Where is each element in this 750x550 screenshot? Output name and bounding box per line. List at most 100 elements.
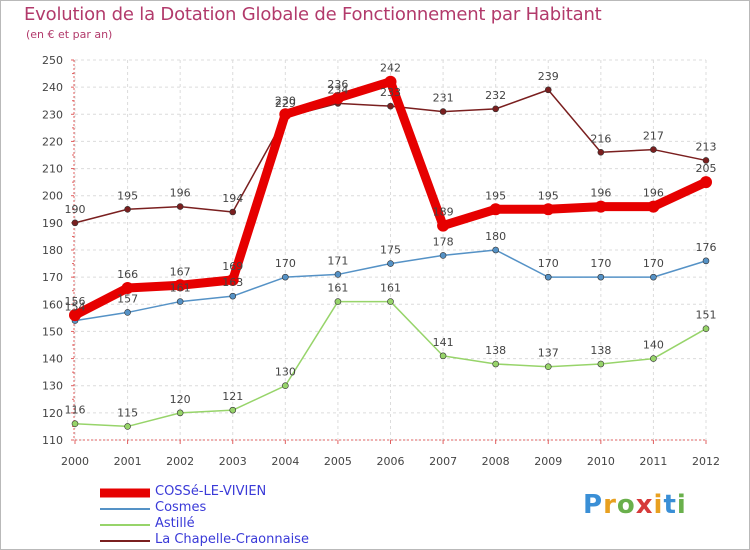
x-tick-label: 2006 — [377, 455, 405, 468]
x-tick-label: 2011 — [639, 455, 667, 468]
data-label-cosmes: 154 — [65, 301, 86, 314]
data-label-astill-: 151 — [696, 309, 717, 322]
data-point-cosmes — [439, 252, 447, 259]
data-label-coss-le-vivien: 205 — [696, 162, 717, 175]
data-point-la-chapelle-craonnaise — [544, 86, 552, 94]
data-point-coss-le-vivien — [384, 75, 397, 88]
data-point-la-chapelle-craonnaise — [387, 102, 394, 110]
data-point-cosmes — [597, 273, 605, 281]
data-label-coss-le-vivien: 195 — [538, 189, 559, 202]
data-label-astill-: 161 — [327, 282, 348, 295]
data-label-cosmes: 170 — [643, 257, 664, 270]
logo-letter: r — [603, 490, 617, 520]
data-point-astill- — [650, 355, 657, 362]
data-label-la-chapelle-craonnaise: 194 — [222, 192, 243, 205]
data-point-astill- — [492, 360, 499, 368]
data-label-la-chapelle-craonnaise: 231 — [433, 92, 454, 105]
data-point-astill- — [597, 360, 605, 368]
legend-label-chapelle: La Chapelle-Craonnaise — [155, 532, 309, 547]
data-label-coss-le-vivien: 195 — [485, 189, 506, 202]
data-point-coss-le-vivien — [331, 92, 344, 104]
data-point-astill- — [387, 298, 394, 305]
x-tick-label: 2003 — [219, 455, 247, 468]
data-label-astill-: 140 — [643, 339, 664, 352]
data-point-cosmes — [492, 246, 499, 254]
x-tick-label: 2005 — [324, 455, 352, 468]
legend-swatch-chapelle — [100, 540, 150, 542]
data-label-coss-le-vivien: 167 — [170, 265, 191, 278]
y-tick-label: 240 — [42, 81, 63, 94]
x-tick-label: 2008 — [482, 455, 510, 468]
data-label-coss-le-vivien: 236 — [327, 78, 348, 91]
y-tick-label: 180 — [42, 244, 63, 257]
data-point-coss-le-vivien — [174, 279, 187, 292]
data-point-cosmes — [229, 292, 237, 300]
data-label-la-chapelle-craonnaise: 196 — [170, 187, 191, 200]
data-label-astill-: 138 — [590, 344, 611, 357]
data-point-astill- — [71, 420, 79, 428]
data-label-coss-le-vivien: 169 — [222, 260, 243, 273]
x-tick-label: 2001 — [114, 455, 142, 468]
data-label-cosmes: 176 — [696, 241, 717, 254]
data-point-la-chapelle-craonnaise — [702, 157, 710, 164]
legend-label-cosmes: Cosmes — [155, 500, 207, 515]
y-tick-label: 110 — [42, 434, 63, 447]
data-point-la-chapelle-craonnaise — [492, 105, 499, 113]
proxiti-logo: Proxiti — [583, 490, 687, 520]
y-tick-label: 230 — [42, 108, 63, 121]
data-label-la-chapelle-craonnaise: 195 — [117, 189, 138, 202]
data-point-coss-le-vivien — [594, 200, 607, 213]
x-tick-label: 2010 — [587, 455, 615, 468]
x-tick-label: 2002 — [166, 455, 194, 468]
data-point-la-chapelle-craonnaise — [439, 108, 447, 115]
data-point-coss-le-vivien — [542, 203, 555, 216]
data-label-coss-le-vivien: 196 — [643, 187, 664, 200]
legend-swatch-cosse — [100, 488, 150, 498]
data-label-astill-: 137 — [538, 347, 559, 360]
data-label-la-chapelle-craonnaise: 229 — [275, 97, 296, 110]
data-label-cosmes: 161 — [170, 282, 191, 295]
data-label-la-chapelle-craonnaise: 190 — [65, 203, 86, 216]
data-label-cosmes: 178 — [433, 235, 454, 248]
data-label-cosmes: 170 — [538, 257, 559, 270]
legend-label-astille: Astillé — [155, 516, 195, 531]
data-label-astill-: 121 — [222, 390, 243, 403]
data-label-la-chapelle-craonnaise: 213 — [696, 140, 717, 153]
data-point-coss-le-vivien — [226, 273, 239, 286]
legend-swatch-astille — [100, 524, 150, 526]
data-label-coss-le-vivien: 242 — [380, 62, 401, 75]
data-point-astill- — [702, 325, 710, 333]
data-label-la-chapelle-craonnaise: 217 — [643, 130, 664, 143]
data-point-cosmes — [124, 309, 131, 316]
y-tick-label: 210 — [42, 163, 63, 176]
data-point-cosmes — [650, 273, 657, 281]
data-label-cosmes: 170 — [275, 257, 296, 270]
data-point-astill- — [229, 406, 237, 414]
x-tick-label: 2000 — [61, 455, 89, 468]
data-label-la-chapelle-craonnaise: 233 — [380, 86, 401, 99]
data-point-coss-le-vivien — [437, 219, 450, 232]
logo-letter: i — [653, 490, 664, 520]
x-tick-label: 2009 — [534, 455, 562, 468]
x-tick-label: 2004 — [271, 455, 299, 468]
x-tick-label: 2012 — [692, 455, 720, 468]
data-point-cosmes — [387, 260, 394, 267]
data-point-astill- — [439, 352, 447, 360]
data-label-la-chapelle-craonnaise: 216 — [590, 132, 611, 145]
data-point-coss-le-vivien — [69, 309, 81, 322]
data-point-cosmes — [334, 271, 342, 278]
data-label-la-chapelle-craonnaise: 234 — [327, 83, 348, 96]
y-tick-label: 170 — [42, 271, 63, 284]
data-point-cosmes — [282, 273, 289, 281]
data-point-coss-le-vivien — [489, 203, 502, 216]
data-label-astill-: 141 — [433, 336, 454, 349]
legend-label-cosse: COSSé-LE-VIVIEN — [155, 484, 267, 499]
data-point-coss-le-vivien — [121, 282, 134, 294]
data-point-cosmes — [176, 298, 184, 305]
data-point-la-chapelle-craonnaise — [124, 205, 131, 213]
legend-swatch-cosmes — [100, 508, 150, 510]
y-tick-label: 150 — [42, 325, 63, 338]
data-label-cosmes: 171 — [327, 254, 348, 267]
chart-title: Evolution de la Dotation Globale de Fonc… — [24, 4, 602, 25]
